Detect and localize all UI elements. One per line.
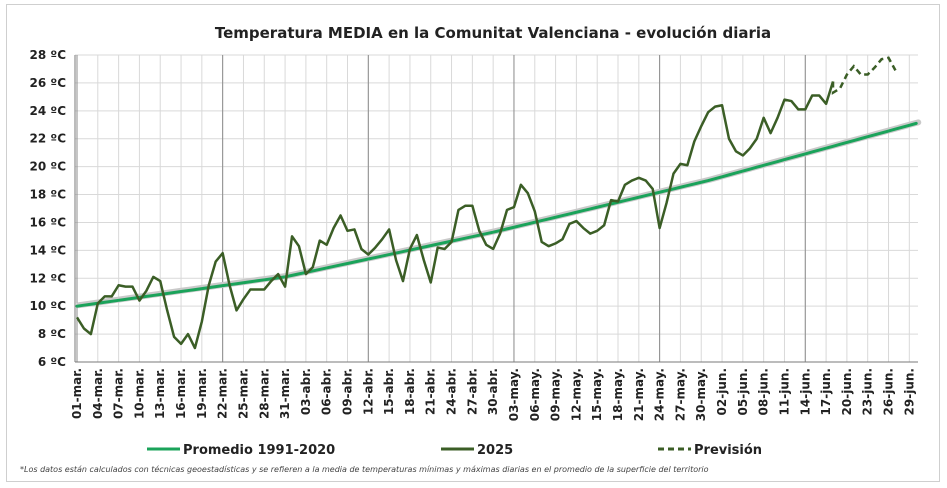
x-tick-label: 22-mar. xyxy=(216,368,230,419)
y-tick-label: 26 ºC xyxy=(30,76,67,90)
x-tick-label: 12-abr. xyxy=(361,368,375,415)
x-tick-label: 08-jun. xyxy=(757,368,771,415)
legend-label: Previsión xyxy=(694,443,762,458)
y-tick-label: 8 ºC xyxy=(38,327,66,341)
x-tick-label: 01-mar. xyxy=(70,368,84,419)
series-prevision-line xyxy=(831,56,897,95)
x-tick-label: 15-may. xyxy=(590,368,604,421)
x-tick-label: 16-mar. xyxy=(174,368,188,419)
x-tick-label: 10-mar. xyxy=(132,368,146,419)
series-layer xyxy=(75,56,922,350)
y-tick-label: 24 ºC xyxy=(30,104,67,118)
y-tick-label: 6 ºC xyxy=(38,355,66,369)
x-tick-label: 02-jun. xyxy=(715,368,729,415)
x-tick-label: 28-mar. xyxy=(257,368,271,419)
x-tick-label: 17-jun. xyxy=(819,368,833,415)
x-tick-label: 06-abr. xyxy=(320,368,334,415)
x-tick-label: 19-mar. xyxy=(195,368,209,419)
x-tick-label: 15-abr. xyxy=(382,368,396,415)
y-tick-label: 12 ºC xyxy=(30,271,67,285)
x-tick-label: 31-mar. xyxy=(278,368,292,419)
y-tick-label: 20 ºC xyxy=(30,160,67,174)
x-tick-label: 11-jun. xyxy=(777,368,791,415)
y-tick-label: 18 ºC xyxy=(30,188,67,202)
x-tick-label: 05-jun. xyxy=(736,368,750,415)
x-axis-ticks: 01-mar. 04-mar. 07-mar. 10-mar. 13-mar. 16-ma… xyxy=(70,368,916,421)
x-tick-label: 03-abr. xyxy=(299,368,313,415)
x-tick-label: 27-abr. xyxy=(465,368,479,415)
x-tick-label: 18-abr. xyxy=(403,368,417,415)
x-tick-label: 29-jun. xyxy=(902,368,916,415)
y-tick-label: 16 ºC xyxy=(30,215,67,229)
y-axis-ticks: 6 ºC 8 ºC 10 ºC 12 ºC 14 ºC 16 ºC 18 ºC 20 ºC 22… xyxy=(30,48,67,369)
x-tick-label: 18-may. xyxy=(611,368,625,421)
x-tick-label: 26-jun. xyxy=(882,368,896,415)
y-tick-label: 28 ºC xyxy=(30,48,67,62)
x-tick-label: 23-jun. xyxy=(861,368,875,415)
x-tick-label: 30-may. xyxy=(694,368,708,421)
legend: Promedio 1991-2020 2025 Previsión xyxy=(147,443,762,458)
y-tick-label: 14 ºC xyxy=(30,243,67,257)
legend-label: Promedio 1991-2020 xyxy=(183,443,335,458)
x-tick-label: 04-mar. xyxy=(91,368,105,419)
x-tick-label: 24-may. xyxy=(653,368,667,421)
x-tick-label: 24-abr. xyxy=(445,368,459,415)
promedio-shadow xyxy=(76,119,922,309)
y-tick-label: 22 ºC xyxy=(30,132,67,146)
x-tick-label: 12-may. xyxy=(569,368,583,421)
x-tick-label: 21-may. xyxy=(632,368,646,421)
x-tick-label: 30-abr. xyxy=(486,368,500,415)
legend-label: 2025 xyxy=(477,443,513,458)
footnote: *Los datos están calculados con técnicas… xyxy=(20,464,709,474)
x-tick-label: 27-may. xyxy=(673,368,687,421)
series-promedio-line xyxy=(75,121,918,308)
x-tick-label: 09-may. xyxy=(549,368,563,421)
x-tick-label: 14-jun. xyxy=(798,368,812,415)
x-tick-label: 07-mar. xyxy=(112,368,126,419)
x-tick-label: 13-mar. xyxy=(153,368,167,419)
chart-title: Temperatura MEDIA en la Comunitat Valenc… xyxy=(215,24,771,42)
x-tick-label: 21-abr. xyxy=(424,368,438,415)
x-tick-label: 09-abr. xyxy=(341,368,355,415)
series-2025-line xyxy=(75,81,835,350)
x-tick-label: 06-may. xyxy=(528,368,542,421)
x-tick-label: 20-jun. xyxy=(840,368,854,415)
y-tick-label: 10 ºC xyxy=(30,299,67,313)
x-tick-label: 03-may. xyxy=(507,368,521,421)
x-tick-label: 25-mar. xyxy=(236,368,250,419)
